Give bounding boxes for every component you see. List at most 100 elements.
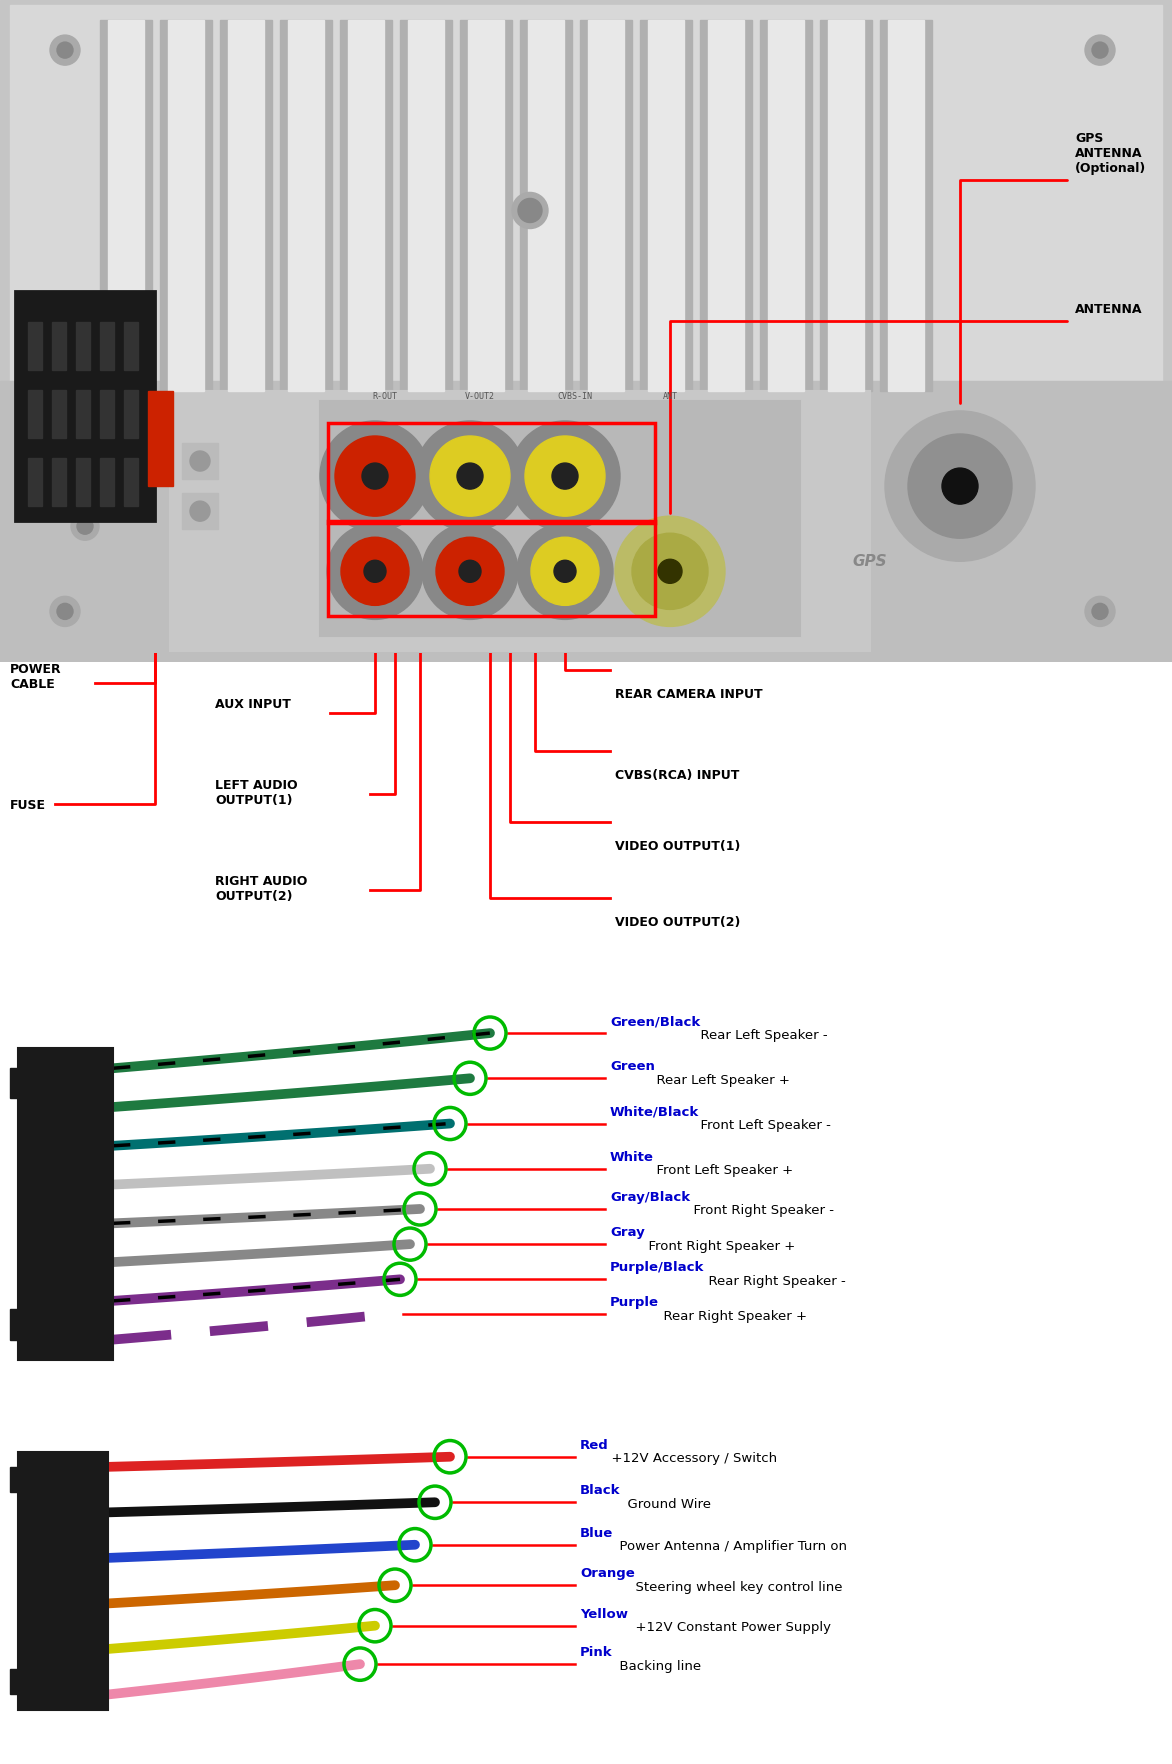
Bar: [348, 19, 384, 392]
Circle shape: [657, 559, 682, 584]
Circle shape: [430, 436, 510, 517]
Text: +12V Accessory / Switch: +12V Accessory / Switch: [604, 1452, 777, 1466]
Text: RIGHT AUDIO
OUTPUT(2): RIGHT AUDIO OUTPUT(2): [214, 875, 307, 903]
Circle shape: [327, 524, 423, 619]
Text: Rear Left Speaker -: Rear Left Speaker -: [693, 1028, 829, 1041]
Bar: [124, 321, 138, 370]
Circle shape: [885, 411, 1035, 561]
Circle shape: [457, 462, 483, 489]
Bar: [11, 1309, 18, 1339]
Bar: [108, 19, 144, 392]
Circle shape: [1085, 35, 1115, 65]
Bar: [700, 19, 752, 392]
Text: CVBS(RCA) INPUT: CVBS(RCA) INPUT: [615, 769, 740, 781]
Text: Black: Black: [580, 1484, 620, 1498]
Text: Front Left Speaker -: Front Left Speaker -: [693, 1118, 831, 1132]
Text: Front Right Speaker +: Front Right Speaker +: [640, 1240, 796, 1252]
Text: Ground Wire: Ground Wire: [619, 1498, 711, 1510]
Text: REAR CAMERA INPUT: REAR CAMERA INPUT: [615, 688, 763, 700]
Bar: [18, 1452, 108, 1709]
Bar: [52, 321, 66, 370]
Circle shape: [517, 524, 613, 619]
Text: R-OUT: R-OUT: [373, 392, 397, 400]
Circle shape: [436, 538, 504, 605]
Bar: [28, 390, 42, 437]
Text: POWER
CABLE: POWER CABLE: [11, 663, 62, 691]
Bar: [11, 1069, 18, 1099]
Bar: [76, 321, 90, 370]
Circle shape: [615, 517, 725, 626]
Bar: [520, 19, 572, 392]
Text: Front Right Speaker -: Front Right Speaker -: [684, 1205, 834, 1217]
Bar: [182, 494, 218, 529]
Text: VIDEO OUTPUT(2): VIDEO OUTPUT(2): [615, 916, 741, 928]
Circle shape: [525, 436, 605, 517]
Bar: [170, 392, 870, 651]
Bar: [580, 19, 632, 392]
Text: Rear Left Speaker +: Rear Left Speaker +: [647, 1074, 790, 1087]
Bar: [280, 19, 332, 392]
Text: V-OUT2: V-OUT2: [465, 392, 495, 400]
Bar: [320, 400, 800, 637]
Bar: [28, 321, 42, 370]
Circle shape: [320, 422, 430, 531]
Bar: [76, 390, 90, 437]
Text: Green: Green: [609, 1060, 655, 1073]
Text: Orange: Orange: [580, 1566, 635, 1581]
Circle shape: [552, 462, 578, 489]
Bar: [148, 392, 173, 487]
Bar: [400, 19, 452, 392]
Text: White: White: [609, 1150, 654, 1164]
Circle shape: [908, 434, 1011, 538]
Bar: [588, 19, 624, 392]
Bar: [648, 19, 684, 392]
Bar: [11, 1669, 18, 1695]
Bar: [11, 5, 1161, 392]
Bar: [15, 291, 155, 520]
Text: White/Black: White/Black: [609, 1106, 700, 1118]
Bar: [880, 19, 932, 392]
Bar: [100, 390, 114, 437]
Text: Green/Black: Green/Black: [609, 1014, 700, 1028]
Text: Red: Red: [580, 1439, 608, 1452]
Bar: [529, 19, 564, 392]
Circle shape: [190, 501, 210, 520]
Bar: [759, 19, 812, 392]
Circle shape: [415, 422, 525, 531]
Bar: [52, 390, 66, 437]
Bar: [28, 459, 42, 506]
Bar: [100, 459, 114, 506]
Circle shape: [531, 538, 599, 605]
Circle shape: [459, 561, 481, 582]
Circle shape: [57, 42, 73, 58]
Text: Purple/Black: Purple/Black: [609, 1261, 704, 1274]
Circle shape: [77, 519, 93, 534]
Text: Gray: Gray: [609, 1226, 645, 1238]
Bar: [827, 19, 864, 392]
Circle shape: [341, 538, 409, 605]
Bar: [18, 1048, 113, 1360]
Circle shape: [362, 462, 388, 489]
Circle shape: [1092, 42, 1108, 58]
Text: +12V Constant Power Supply: +12V Constant Power Supply: [627, 1621, 831, 1633]
Circle shape: [518, 198, 541, 222]
Bar: [459, 19, 512, 392]
Bar: [0, 381, 1172, 662]
Text: ANT: ANT: [662, 392, 677, 400]
Bar: [888, 19, 924, 392]
Text: Rear Right Speaker -: Rear Right Speaker -: [700, 1275, 846, 1288]
Bar: [161, 19, 212, 392]
Text: AUX INPUT: AUX INPUT: [214, 699, 291, 711]
Bar: [182, 443, 218, 480]
Circle shape: [50, 35, 80, 65]
Text: Gray/Black: Gray/Black: [609, 1191, 690, 1205]
Bar: [124, 390, 138, 437]
Bar: [220, 19, 272, 392]
Circle shape: [364, 561, 386, 582]
Bar: [468, 19, 504, 392]
Text: GPS
ANTENNA
(Optional): GPS ANTENNA (Optional): [1075, 132, 1146, 175]
Text: Front Left Speaker +: Front Left Speaker +: [647, 1164, 792, 1177]
Bar: [76, 459, 90, 506]
Circle shape: [554, 561, 575, 582]
Circle shape: [50, 596, 80, 626]
